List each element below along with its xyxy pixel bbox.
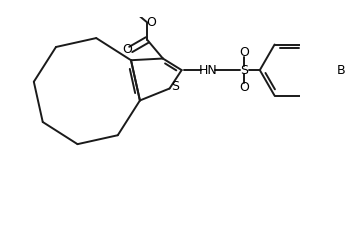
Text: S: S bbox=[240, 63, 248, 77]
Text: O: O bbox=[147, 16, 157, 29]
Text: S: S bbox=[171, 80, 179, 93]
Text: O: O bbox=[239, 46, 249, 59]
Text: Br: Br bbox=[336, 63, 345, 77]
Text: O: O bbox=[122, 43, 132, 56]
Text: O: O bbox=[239, 81, 249, 94]
Text: HN: HN bbox=[198, 63, 217, 77]
